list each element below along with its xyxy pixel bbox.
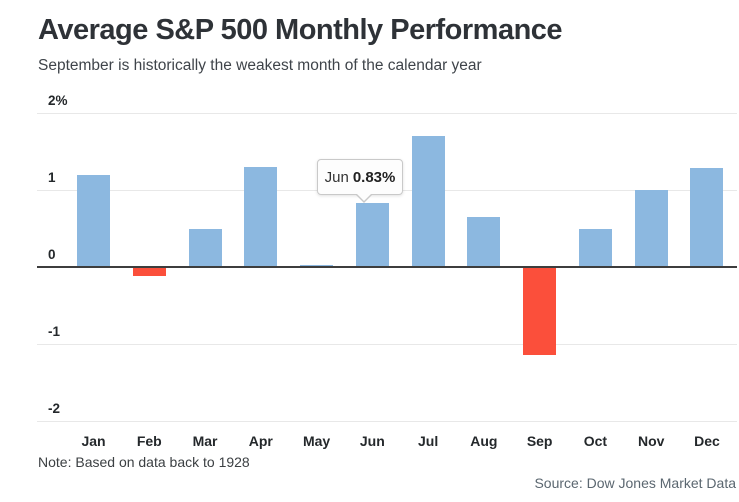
chart-subtitle: September is historically the weakest mo… — [38, 57, 482, 74]
y-tick-label: 1 — [48, 170, 56, 185]
x-tick-apr: Apr — [248, 433, 273, 449]
gridline — [37, 421, 737, 422]
y-tick-label: -2 — [48, 401, 61, 416]
x-tick-jun: Jun — [359, 433, 385, 449]
bar-jul[interactable] — [411, 136, 445, 267]
plot-area: 2% 1 0 -1 -2 — [37, 93, 737, 422]
bar-aug[interactable] — [467, 216, 501, 267]
bar-jan[interactable] — [77, 174, 110, 267]
y-tick-label: -1 — [48, 324, 61, 339]
x-tick-aug: Aug — [470, 433, 498, 449]
bar-apr[interactable] — [244, 166, 278, 267]
x-axis-labels: Jan Feb Mar Apr May Jun Jul Aug Sep Oct Nov Dec — [37, 433, 737, 451]
bar-jun[interactable] — [355, 203, 389, 267]
bar-mar[interactable] — [188, 228, 222, 267]
bar-sep[interactable] — [523, 268, 557, 355]
x-tick-oct: Oct — [583, 433, 608, 449]
source-text: Source: Dow Jones Market Data — [534, 475, 736, 491]
bar-oct[interactable] — [578, 228, 612, 267]
bar-feb[interactable] — [132, 268, 166, 276]
chart-title: Average S&P 500 Monthly Performance — [38, 14, 563, 46]
y-tick-label: 0 — [48, 247, 56, 262]
x-tick-nov: Nov — [637, 433, 665, 449]
bar-nov[interactable] — [634, 190, 668, 267]
x-tick-jan: Jan — [81, 433, 106, 449]
x-tick-jul: Jul — [417, 433, 439, 449]
gridline — [37, 344, 737, 345]
tooltip-value: 0.83% — [352, 168, 396, 186]
x-tick-dec: Dec — [694, 433, 720, 449]
gridline — [37, 113, 737, 114]
tooltip: Jun 0.83% — [317, 159, 403, 203]
x-tick-mar: Mar — [192, 433, 218, 449]
x-tick-sep: Sep — [526, 433, 553, 449]
x-tick-may: May — [302, 433, 331, 449]
bar-dec[interactable] — [690, 168, 724, 267]
zero-line — [37, 266, 737, 268]
x-tick-feb: Feb — [136, 433, 162, 449]
tooltip-month: Jun — [324, 168, 349, 186]
y-tick-label: 2% — [48, 93, 68, 108]
note-text: Note: Based on data back to 1928 — [38, 454, 250, 470]
